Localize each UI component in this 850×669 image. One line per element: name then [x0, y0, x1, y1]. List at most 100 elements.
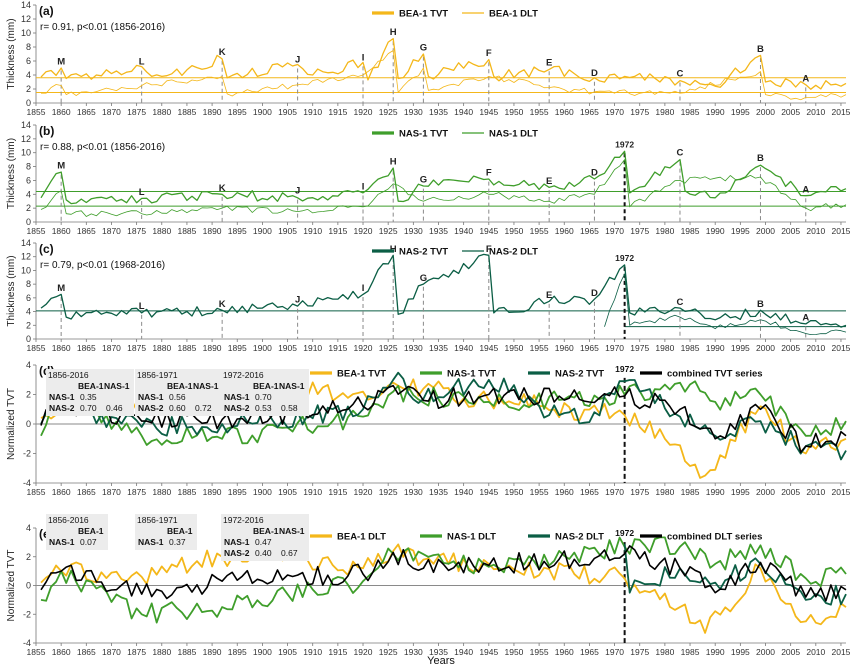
x-tick-label: 1940: [454, 647, 473, 657]
event-label: K: [219, 299, 226, 310]
event-label: G: [420, 43, 427, 54]
event-label: E: [546, 176, 552, 187]
y-tick-label: 2: [26, 320, 31, 330]
x-tick-label: 1980: [655, 226, 674, 236]
series-line-combined-tvt-series: [40, 384, 847, 454]
event-label: 1972: [615, 364, 634, 374]
correlation-table-bg: [221, 369, 309, 416]
x-tick-label: 1985: [681, 343, 700, 353]
x-tick-label: 1955: [530, 107, 549, 117]
y-axis-label: Thickness (mm): [6, 138, 17, 209]
x-tick-label: 1915: [328, 487, 347, 497]
event-label: H: [390, 157, 397, 168]
table-row-header: NAS-1: [138, 537, 164, 547]
event-label: F: [486, 168, 492, 179]
event-label: C: [677, 148, 684, 159]
x-tick-label: 2015: [832, 343, 850, 353]
y-tick-label: 0: [26, 419, 31, 429]
event-label: M: [57, 283, 65, 294]
x-tick-label: 1885: [177, 343, 196, 353]
x-tick-label: 1985: [681, 226, 700, 236]
x-tick-label: 2010: [806, 226, 825, 236]
event-label: E: [546, 57, 552, 68]
x-tick-label: 1990: [706, 343, 725, 353]
x-tick-label: 2015: [832, 487, 850, 497]
x-tick-label: 1915: [328, 343, 347, 353]
y-axis-label: Thickness (mm): [6, 255, 17, 326]
x-tick-label: 1905: [278, 487, 297, 497]
table-row-header: NAS-1: [224, 537, 250, 547]
y-tick-label: 0: [26, 581, 31, 591]
x-tick-label: 2005: [781, 107, 800, 117]
x-tick-label: 1880: [152, 107, 171, 117]
y-tick-label: 12: [21, 14, 31, 24]
x-tick-label: 1890: [203, 487, 222, 497]
y-tick-label: 6: [26, 175, 31, 185]
event-label: 1972: [615, 253, 634, 263]
legend-label: BEA-1 DLT: [337, 532, 386, 543]
series-line-nas-1-dlt: [40, 536, 847, 624]
x-tick-label: 2010: [806, 107, 825, 117]
event-label: M: [57, 57, 65, 68]
x-tick-label: 1985: [681, 487, 700, 497]
y-tick-label: 12: [21, 252, 31, 262]
series-line-bea-1-dlt: [40, 543, 847, 634]
x-tick-label: 1945: [479, 343, 498, 353]
legend-label: BEA-1 TVT: [337, 369, 386, 380]
correlation-table-bg: [135, 369, 223, 416]
x-tick-label: 1855: [27, 343, 46, 353]
x-tick-label: 1865: [77, 226, 96, 236]
panel-b: 0 2 4 6 8 10 12 14 1855 1860 1865 1870 1875 1880 1885 1…: [6, 120, 850, 236]
x-tick-label: 1930: [404, 107, 423, 117]
event-label: G: [420, 273, 427, 284]
x-tick-label: 1960: [555, 343, 574, 353]
table-cell: 0.72: [195, 403, 212, 413]
x-tick-label: 1950: [504, 647, 523, 657]
x-tick-label: 1955: [530, 343, 549, 353]
x-tick-label: 1955: [530, 487, 549, 497]
table-period: 1856-1971: [137, 370, 178, 380]
y-tick-label: 10: [21, 28, 31, 38]
x-tick-label: 1860: [52, 107, 71, 117]
y-tick-label: 4: [26, 70, 31, 80]
y-axis-label: Normalized TVT: [6, 549, 17, 621]
y-tick-label: 2: [26, 203, 31, 213]
series-line-combined-dlt-series: [40, 545, 847, 602]
event-label: A: [802, 184, 809, 195]
x-tick-label: 1995: [731, 487, 750, 497]
legend-label: NAS-1 TVT: [447, 369, 496, 380]
event-label: 1972: [615, 139, 634, 149]
x-tick-label: 1960: [555, 647, 574, 657]
correlation-table-bg: [46, 369, 134, 416]
x-tick-label: 1965: [580, 647, 599, 657]
x-tick-label: 1885: [177, 226, 196, 236]
series-line-nas-1-dlt: [40, 159, 847, 217]
table-period: 1856-1971: [137, 515, 178, 525]
x-tick-label: 1990: [706, 107, 725, 117]
x-tick-label: 1990: [706, 647, 725, 657]
x-tick-label: 1885: [177, 487, 196, 497]
correlation-table-bg: [221, 514, 309, 561]
y-tick-label: 10: [21, 148, 31, 158]
legend-label: NAS-2 TVT: [399, 247, 448, 258]
y-tick-label: 14: [21, 238, 31, 248]
event-label: C: [677, 297, 684, 308]
table-col-header: BEA-1: [167, 526, 193, 536]
series-line-bea-1-dlt: [41, 50, 847, 101]
y-axis-label: Normalized TVT: [6, 388, 17, 460]
x-tick-label: 1935: [429, 343, 448, 353]
x-tick-label: 1995: [731, 107, 750, 117]
table-col-header: BEA-1: [78, 381, 104, 391]
event-label: D: [591, 68, 598, 79]
x-tick-label: 1985: [681, 647, 700, 657]
x-tick-label: 1995: [731, 647, 750, 657]
x-tick-label: 1925: [379, 343, 398, 353]
x-tick-label: 1935: [429, 647, 448, 657]
x-tick-label: 1880: [152, 647, 171, 657]
event-label: E: [546, 290, 552, 301]
panel-a: 0 2 4 6 8 10 12 14 1855 1860 1865 1870 1875 1880 1885 1…: [6, 0, 850, 117]
x-tick-label: 1870: [102, 107, 121, 117]
x-tick-label: 1930: [404, 226, 423, 236]
x-tick-label: 1935: [429, 226, 448, 236]
x-tick-label: 1890: [203, 647, 222, 657]
